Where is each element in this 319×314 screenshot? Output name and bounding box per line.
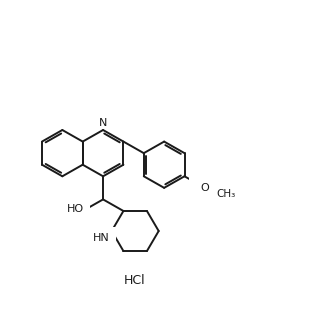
Text: CH₃: CH₃ [217,189,236,199]
Text: N: N [99,117,107,127]
Text: HO: HO [67,204,84,214]
Text: O: O [200,183,209,193]
Text: HCl: HCl [123,274,145,287]
Text: HN: HN [93,233,110,242]
